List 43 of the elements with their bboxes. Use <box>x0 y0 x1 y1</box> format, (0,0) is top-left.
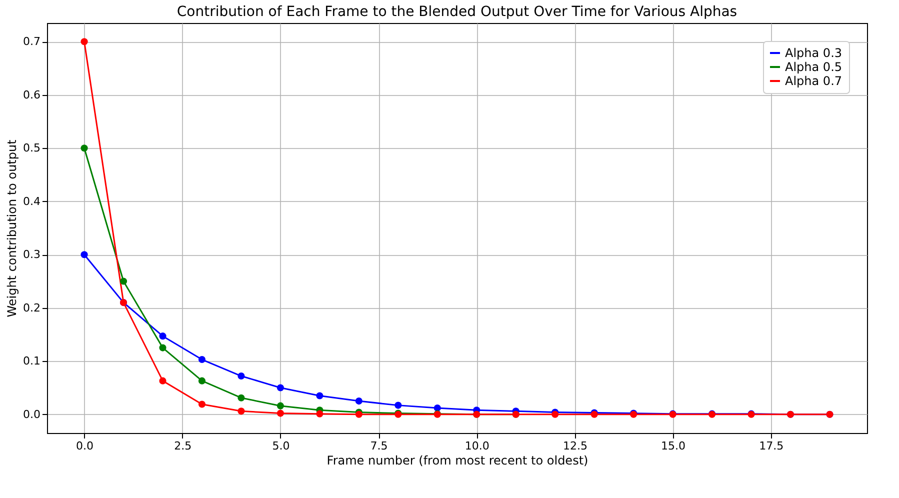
point <box>316 410 324 418</box>
point <box>80 251 88 258</box>
point <box>159 332 166 340</box>
y-tick-label: 0.7 <box>23 35 40 48</box>
point <box>394 402 402 409</box>
point <box>316 392 324 400</box>
point <box>355 398 362 405</box>
legend-label: Alpha 0.3 <box>785 46 842 60</box>
point <box>80 38 88 46</box>
point <box>276 410 284 417</box>
x-tick-label: 17.5 <box>759 440 784 452</box>
x-tick-label: 12.5 <box>562 440 588 452</box>
point <box>198 400 206 408</box>
point <box>159 344 166 352</box>
chart-title: Contribution of Each Frame to the Blended Output Over Time for Various Alphas <box>176 4 738 20</box>
point <box>159 377 166 384</box>
point <box>198 356 206 364</box>
legend-label: Alpha 0.5 <box>785 60 842 74</box>
x-tick-label: 7.5 <box>370 440 388 452</box>
point <box>198 377 206 384</box>
y-axis-title: Weight contribution to output <box>5 139 20 318</box>
y-tick-label: 0.3 <box>23 248 40 262</box>
x-axis-title: Frame number (from most recent to oldest) <box>326 454 588 468</box>
x-tick-label: 0.0 <box>76 440 94 452</box>
y-tick-label: 0.0 <box>23 408 40 421</box>
point <box>238 394 245 402</box>
y-tick-label: 0.1 <box>23 354 40 368</box>
y-tick-label: 0.6 <box>23 88 40 102</box>
y-tick-label: 0.5 <box>23 142 40 155</box>
x-tick-label: 10.0 <box>464 440 490 452</box>
point <box>276 384 284 392</box>
y-tick-label: 0.4 <box>23 194 40 208</box>
point <box>120 278 128 285</box>
legend-label: Alpha 0.7 <box>785 74 842 88</box>
point <box>276 402 284 410</box>
x-tick-label: 15.0 <box>661 440 686 452</box>
x-tick-label: 2.5 <box>174 440 192 452</box>
y-tick-label: 0.2 <box>23 301 40 314</box>
point <box>434 404 441 412</box>
point <box>80 144 88 152</box>
point <box>238 372 245 380</box>
x-tick-label: 5.0 <box>272 440 290 452</box>
point <box>238 408 245 415</box>
